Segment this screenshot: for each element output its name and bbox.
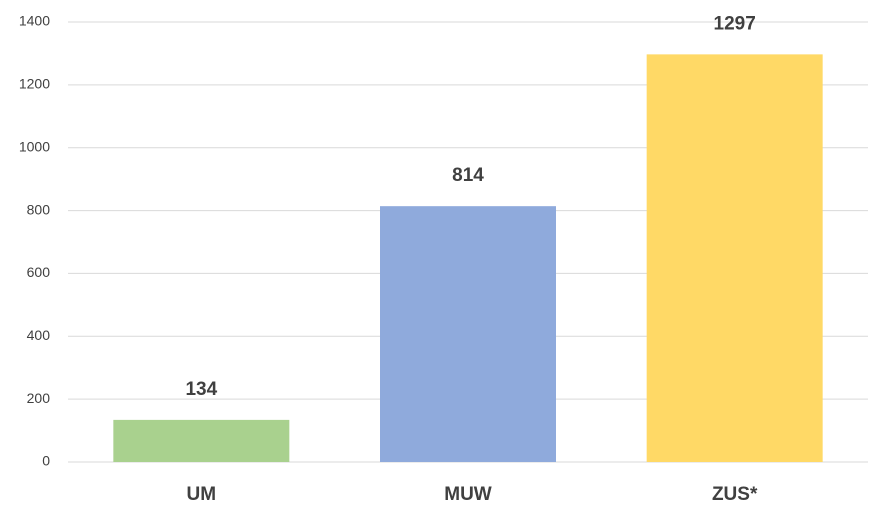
- y-tick-label: 600: [27, 264, 51, 280]
- data-label: 1297: [714, 13, 756, 34]
- y-tick-label: 400: [27, 327, 51, 343]
- y-tick-label: 1400: [19, 13, 50, 29]
- y-tick-label: 0: [42, 453, 50, 469]
- bar: [646, 54, 823, 462]
- y-tick-label: 1000: [19, 138, 50, 154]
- data-label: 134: [185, 379, 217, 400]
- y-tick-label: 1200: [19, 76, 50, 92]
- y-tick-label: 800: [27, 201, 51, 217]
- bar: [380, 206, 556, 462]
- x-tick-label: ZUS*: [712, 484, 758, 505]
- bar: [113, 419, 290, 462]
- data-label: 814: [452, 165, 484, 186]
- x-tick-label: MUW: [444, 484, 492, 505]
- y-tick-label: 200: [27, 390, 51, 406]
- x-tick-label: UM: [187, 484, 217, 505]
